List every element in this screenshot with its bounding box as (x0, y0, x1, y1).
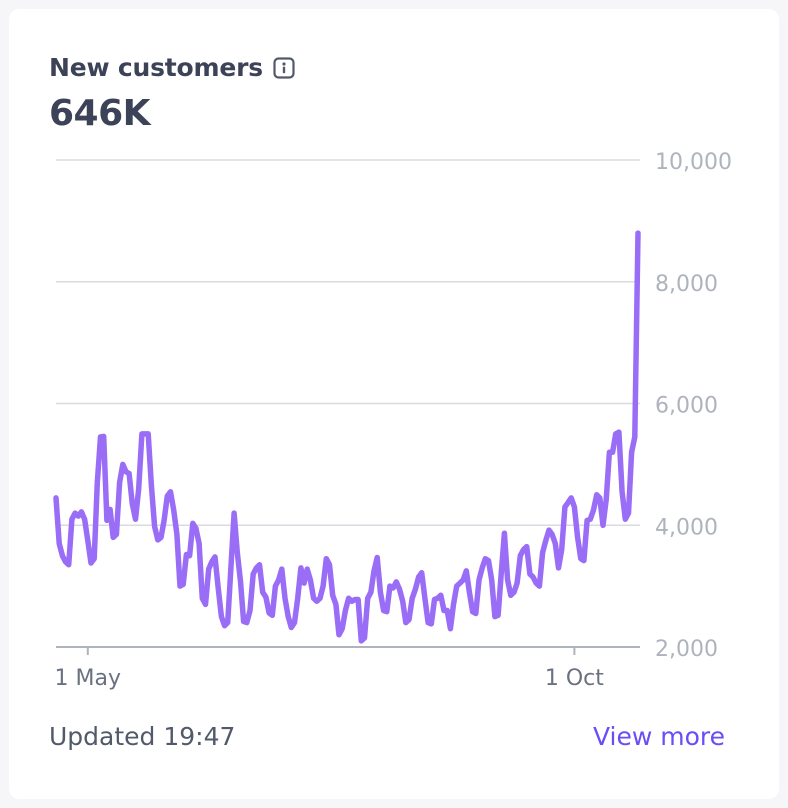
card-title: New customers (49, 53, 263, 82)
updated-timestamp: Updated 19:47 (49, 722, 236, 751)
view-more-link[interactable]: View more (592, 722, 725, 751)
series-line-new-customers (53, 230, 641, 644)
y-tick-label: 4,000 (655, 515, 718, 540)
y-tick-label: 6,000 (655, 394, 718, 419)
kpi-value: 646K (49, 93, 151, 134)
y-tick-label: 8,000 (655, 272, 718, 297)
y-tick-label: 2,000 (655, 637, 718, 662)
info-icon[interactable] (273, 56, 295, 79)
y-tick-label: 10,000 (655, 150, 732, 175)
title-row: New customers (49, 53, 295, 82)
x-tick-label: 1 Oct (545, 666, 604, 691)
x-tick-label: 1 May (55, 666, 121, 691)
